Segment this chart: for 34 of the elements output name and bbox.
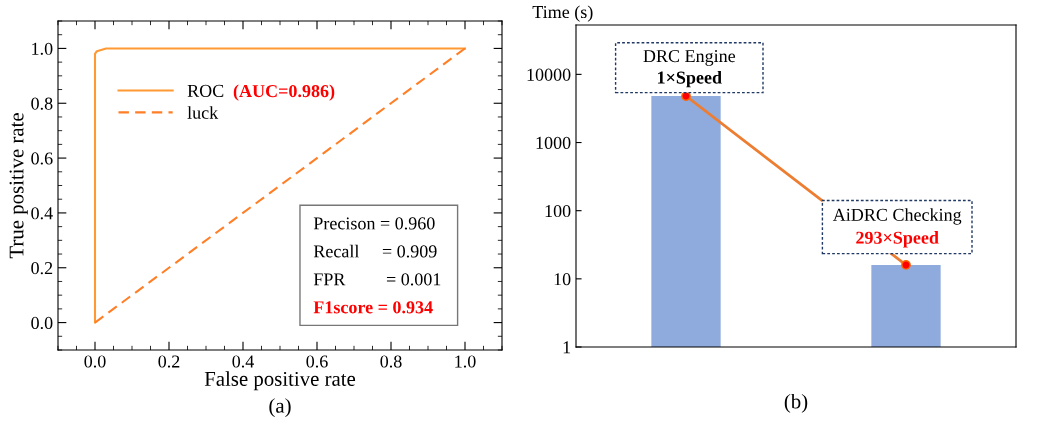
x-tick-label: 1.0 <box>455 355 476 368</box>
text: (b) <box>784 393 808 413</box>
y-tick-label: 10000 <box>527 68 571 81</box>
annotation: DRC Engine <box>643 50 736 66</box>
annotation: (AUC=0.986) <box>233 84 335 101</box>
y-axis-title: True positive rate <box>9 113 28 259</box>
y-tick-label: 1 <box>563 341 571 354</box>
annotation: F1score = 0.934 <box>313 301 433 314</box>
y-tick-label: 0.0 <box>31 316 53 330</box>
x-tick-label: 0.2 <box>158 355 180 368</box>
annotation: 1×Speed <box>658 70 722 88</box>
x-tick-label: 0.4 <box>232 355 254 368</box>
text: (a) <box>269 398 291 418</box>
y-tick-label: 0.8 <box>31 97 53 110</box>
x-axis-title: False positive rate <box>204 371 356 391</box>
y-tick-label: 0.2 <box>31 262 53 275</box>
annotation: 293×Speed <box>856 231 939 248</box>
y-tick-label: 1.0 <box>32 42 53 55</box>
legend-label: luck <box>187 106 219 119</box>
legend-label: ROC <box>187 84 224 97</box>
y-axis-title: Time (s) <box>532 5 593 22</box>
y-tick-label: 1000 <box>536 136 571 149</box>
y-tick-label: 100 <box>545 204 571 218</box>
line-series <box>93 47 467 324</box>
y-tick-label: 0.6 <box>31 152 53 165</box>
annotation: Recall = 0.909 <box>313 244 437 258</box>
y-tick-label: 10 <box>554 273 571 286</box>
annotation: Precison = 0.960 <box>313 217 435 230</box>
annotation: FPR = 0.001 <box>313 273 441 286</box>
annotation: AiDRC Checking <box>832 208 962 225</box>
y-tick-label: 0.4 <box>31 207 53 220</box>
x-tick-label: 0.0 <box>84 355 106 368</box>
x-tick-label: 0.8 <box>380 355 402 368</box>
x-tick-label: 0.6 <box>306 355 328 368</box>
